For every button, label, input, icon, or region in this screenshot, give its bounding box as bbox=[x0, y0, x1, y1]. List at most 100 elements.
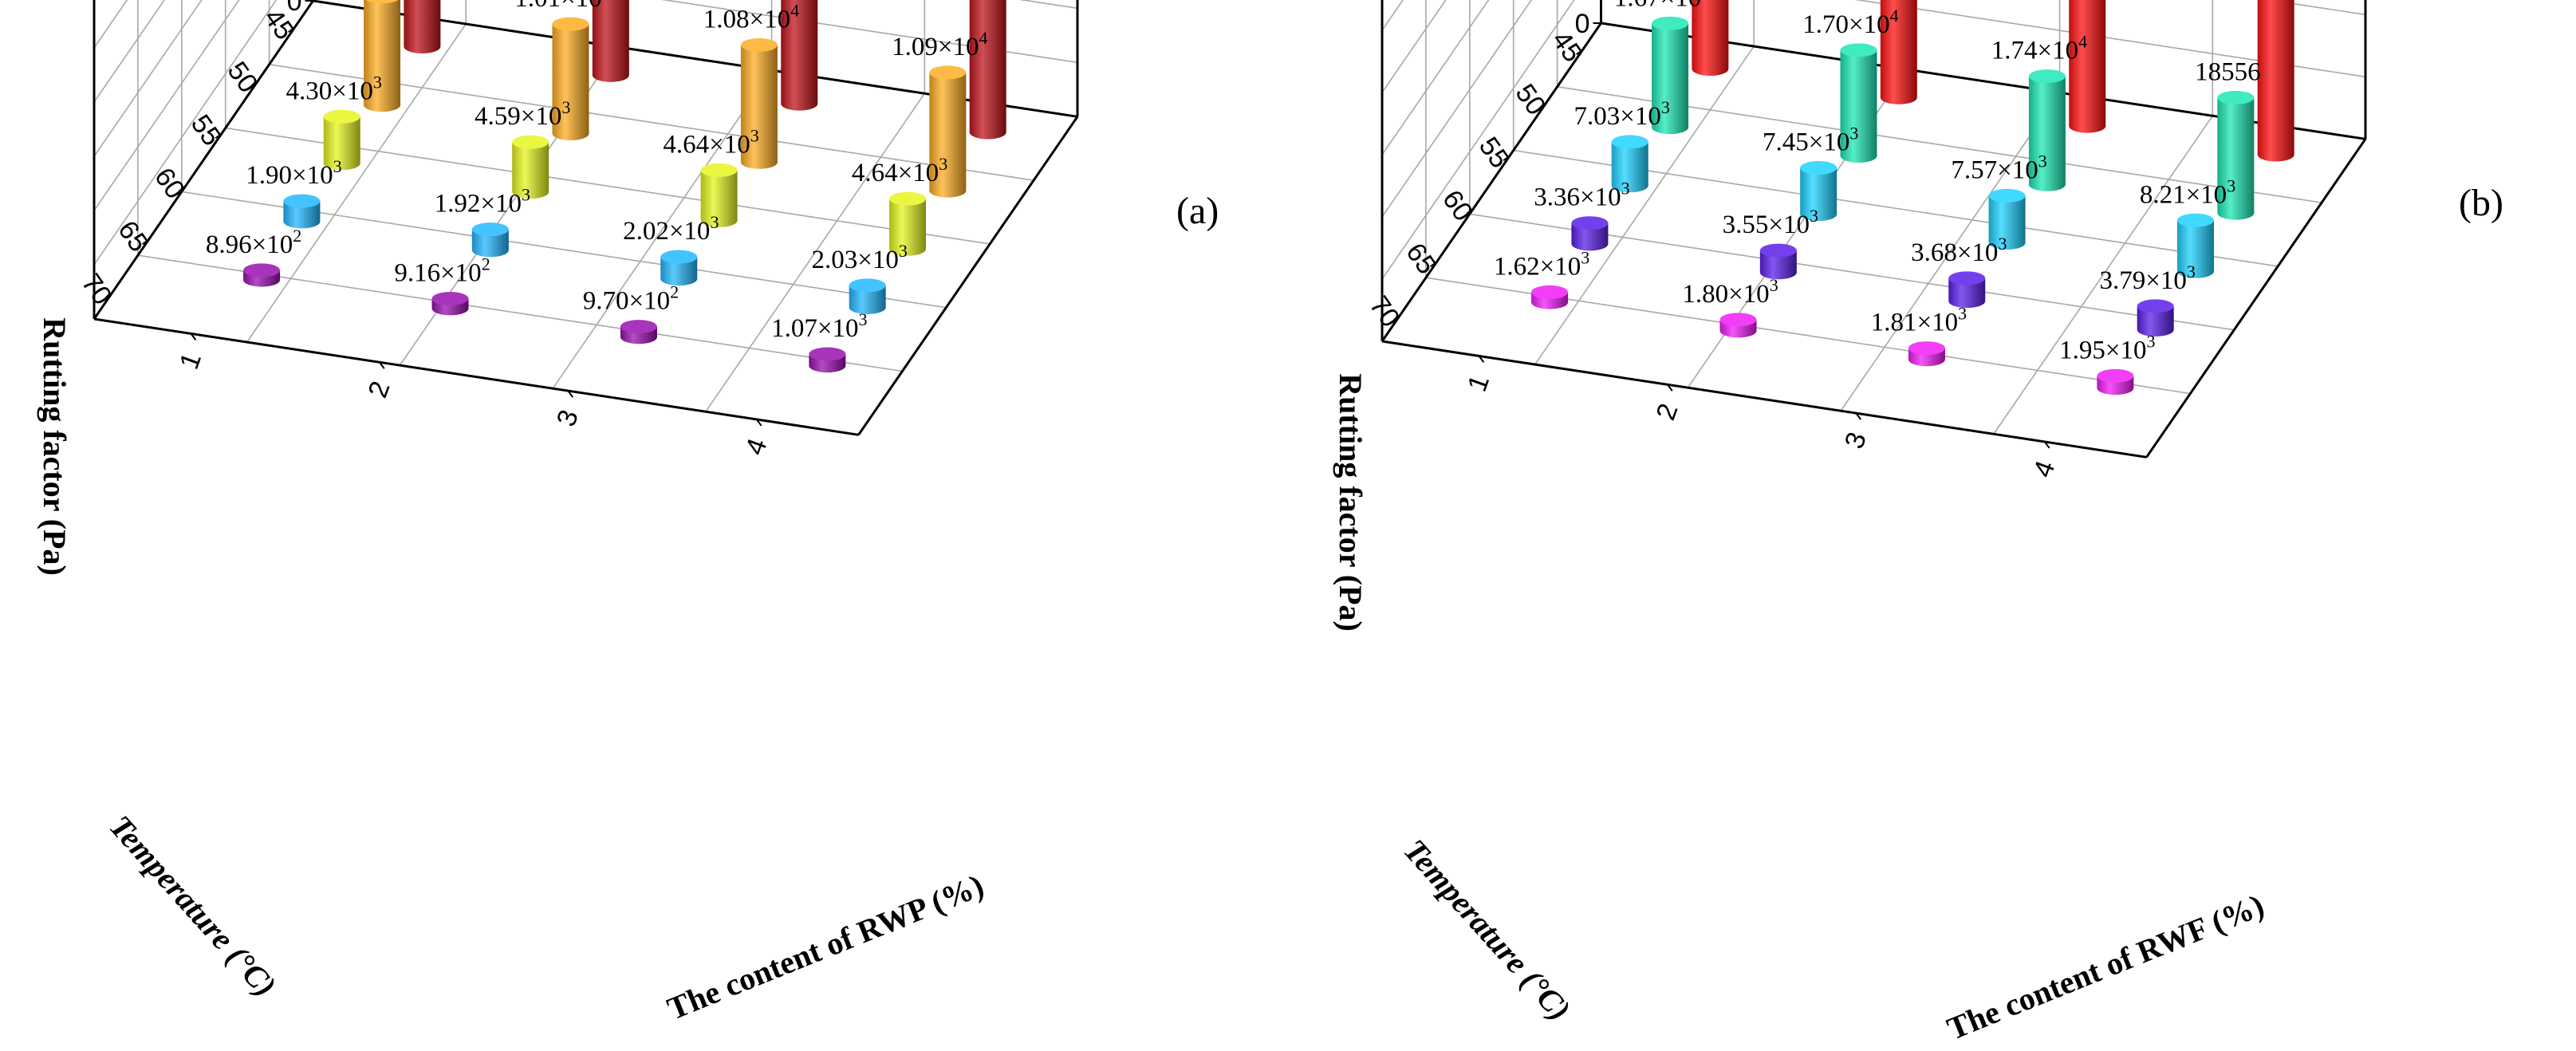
bar bbox=[1652, 16, 1689, 135]
temperature-axis-title: Temperature (°C) bbox=[103, 809, 284, 1004]
bar bbox=[740, 37, 778, 169]
data-label: 8.96×102 bbox=[206, 226, 301, 259]
chart-b-svg: 010,00020,00030,00040,00050,000455055606… bbox=[1333, 0, 2503, 1047]
data-label: 18556 bbox=[2195, 57, 2261, 86]
temperature-tick-label: 70 bbox=[1364, 291, 1406, 333]
bar bbox=[552, 17, 589, 140]
data-label: 1.92×103 bbox=[435, 185, 530, 218]
data-label: 4.30×103 bbox=[286, 72, 382, 105]
bar bbox=[1719, 313, 1757, 338]
data-label: 1.01×104 bbox=[514, 0, 610, 13]
data-label: 1.81×103 bbox=[1871, 304, 1967, 337]
temperature-tick-label: 60 bbox=[148, 163, 191, 205]
chart-a-svg: 05,00010,00015,00020,00025,00030,000 4 55 0… bbox=[37, 0, 1219, 1027]
bar bbox=[969, 0, 1006, 140]
content-tick-label: 2 bbox=[1650, 400, 1684, 424]
bar bbox=[1571, 216, 1609, 251]
panel-label: (b) bbox=[2459, 182, 2503, 224]
data-label: 2.02×103 bbox=[623, 212, 719, 246]
bar bbox=[2257, 0, 2294, 162]
data-label: 4.59×103 bbox=[475, 97, 570, 131]
data-label: 2.03×103 bbox=[812, 241, 908, 274]
bar bbox=[1880, 0, 1917, 104]
bar bbox=[1531, 285, 1569, 309]
bars bbox=[1531, 0, 2294, 396]
bars bbox=[243, 0, 1006, 373]
bar bbox=[929, 65, 967, 198]
data-label: 7.45×103 bbox=[1763, 124, 1858, 157]
content-tick-label: 1 bbox=[174, 348, 207, 373]
temperature-axis-title: Temperature (°C) bbox=[1397, 833, 1578, 1028]
content-tick-label: 3 bbox=[1839, 428, 1873, 453]
bar bbox=[781, 0, 818, 111]
bar bbox=[431, 291, 469, 316]
data-label: 1.70×104 bbox=[1802, 6, 1898, 39]
bar bbox=[1800, 161, 1837, 222]
bar bbox=[1611, 135, 1648, 193]
data-label: 3.36×103 bbox=[1534, 179, 1629, 212]
data-label: 1.95×103 bbox=[2059, 331, 2155, 364]
z-tick-label: 0 bbox=[1575, 9, 1590, 39]
data-labels: 2.53×1042.60×1042.61×1042.65×1049.98×103… bbox=[206, 0, 988, 343]
data-label: 8.21×103 bbox=[2140, 175, 2235, 209]
data-label: 1.07×103 bbox=[771, 309, 867, 343]
data-label: 3.55×103 bbox=[1723, 206, 1818, 239]
data-label: 1.62×103 bbox=[1494, 247, 1589, 281]
bar bbox=[592, 0, 629, 82]
bar bbox=[620, 320, 657, 344]
chart-panel-a: 05,00010,00015,00020,00025,00030,000 4 55 0… bbox=[0, 0, 1276, 1051]
bar bbox=[2177, 213, 2215, 278]
bar bbox=[1692, 0, 1729, 76]
data-label: 1.90×103 bbox=[246, 156, 341, 190]
bar bbox=[2097, 368, 2134, 396]
temperature-tick-label: 50 bbox=[222, 57, 264, 99]
data-label: 1.09×104 bbox=[892, 28, 987, 61]
data-label: 1.67×104 bbox=[1614, 0, 1710, 12]
bar bbox=[243, 263, 281, 287]
z-axis-ticks: 05,00010,00015,00020,00025,00030,000 bbox=[287, 0, 313, 17]
bar bbox=[700, 163, 738, 227]
bar bbox=[2028, 69, 2066, 191]
content-axis-title: The content of RWP (%) bbox=[662, 867, 988, 1026]
bar bbox=[1908, 341, 1945, 367]
bar bbox=[471, 222, 509, 258]
z-tick-label: 0 bbox=[287, 0, 302, 17]
data-label: 4.64×103 bbox=[852, 154, 947, 187]
temperature-tick-label: 55 bbox=[185, 109, 227, 152]
bar bbox=[1840, 43, 1877, 163]
data-label: 7.03×103 bbox=[1574, 97, 1670, 131]
bar bbox=[323, 109, 360, 171]
data-labels: 4.13×1044.33×1044.68×1044.97×1041.67×104… bbox=[1494, 0, 2261, 364]
data-label: 9.70×102 bbox=[583, 282, 679, 316]
bar bbox=[889, 191, 927, 256]
chart-panel-b: 010,00020,00030,00040,00050,000455055606… bbox=[1288, 0, 2576, 1051]
bar bbox=[2069, 0, 2106, 133]
content-tick-label: 4 bbox=[2027, 457, 2061, 482]
bar bbox=[849, 278, 886, 314]
bar bbox=[2137, 299, 2174, 337]
data-label: 7.57×103 bbox=[1951, 151, 2046, 184]
data-label: 3.68×103 bbox=[1911, 234, 2007, 267]
content-axis-title: The content of RWF (%) bbox=[1942, 887, 2269, 1046]
content-ticks: 1 2 3 4 bbox=[174, 333, 773, 459]
content-ticks: 1 2 3 4 bbox=[1462, 355, 2061, 482]
bar bbox=[404, 0, 441, 53]
content-tick-label: 3 bbox=[551, 406, 585, 431]
data-label: 1.74×104 bbox=[1991, 32, 2087, 65]
bar bbox=[364, 0, 401, 112]
bar bbox=[512, 135, 549, 199]
bar bbox=[809, 347, 846, 373]
data-label: 9.16×102 bbox=[394, 254, 490, 287]
bar bbox=[2217, 90, 2255, 220]
bar bbox=[283, 194, 321, 229]
content-tick-label: 4 bbox=[739, 435, 773, 459]
content-tick-label: 2 bbox=[362, 377, 396, 402]
bar bbox=[1988, 188, 2026, 250]
temperature-tick-label: 65 bbox=[112, 215, 154, 258]
content-tick-label: 1 bbox=[1462, 371, 1495, 396]
data-label: 4.64×103 bbox=[663, 125, 758, 159]
panel-label: (a) bbox=[1176, 190, 1219, 232]
z-axis-title: Rutting factor (Pa) bbox=[37, 317, 73, 576]
data-label: 1.08×104 bbox=[703, 0, 799, 33]
bar bbox=[1948, 271, 1986, 309]
